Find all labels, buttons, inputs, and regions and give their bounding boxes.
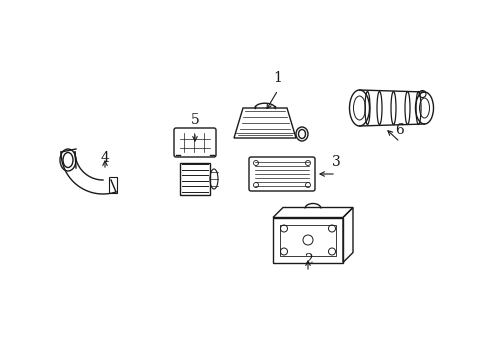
Bar — [280, 225, 335, 256]
Text: 6: 6 — [395, 123, 404, 137]
Bar — [272, 217, 342, 262]
Text: 1: 1 — [273, 71, 282, 85]
Bar — [180, 163, 209, 195]
Text: 4: 4 — [101, 151, 109, 165]
Bar — [109, 177, 117, 193]
Text: 5: 5 — [190, 113, 199, 127]
Text: 2: 2 — [303, 253, 312, 267]
Text: 3: 3 — [331, 155, 340, 169]
